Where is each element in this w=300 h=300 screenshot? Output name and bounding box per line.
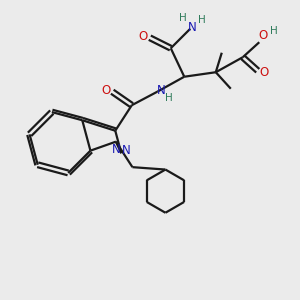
Text: H: H [198,15,206,25]
Text: N: N [188,21,196,34]
Text: H: H [165,93,172,103]
Text: O: O [101,84,110,97]
Text: O: O [139,30,148,43]
Text: H: H [270,26,278,36]
Text: N: N [112,143,121,156]
Text: O: O [258,29,268,42]
Text: O: O [259,66,268,79]
Text: N: N [122,144,130,157]
Text: N: N [157,84,165,97]
Text: H: H [179,13,187,23]
